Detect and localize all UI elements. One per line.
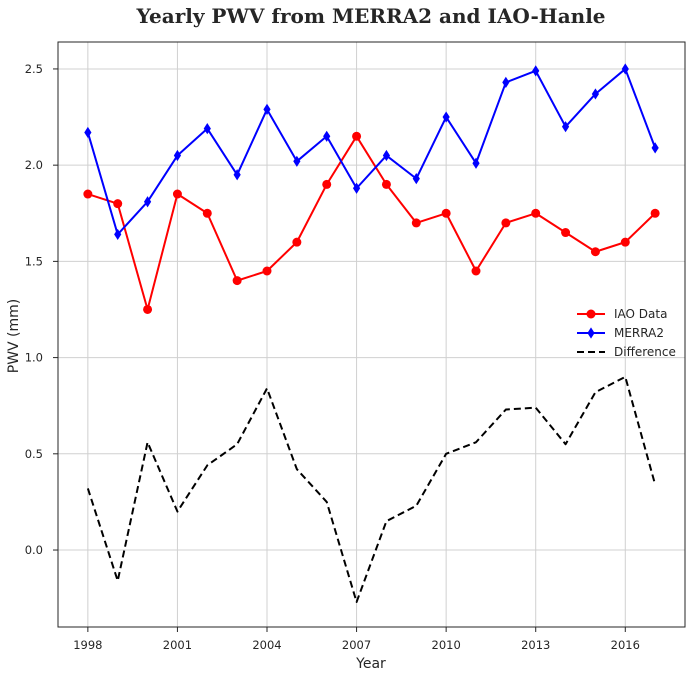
series-merra2 [84,63,659,241]
data-point [232,276,242,286]
data-point [293,155,301,167]
data-point [441,208,451,218]
grid-lines [58,42,685,627]
data-point [381,179,391,189]
series-iao-data [83,131,660,314]
x-tick-label: 2001 [163,638,192,652]
data-point [621,63,629,75]
series-layer [83,63,660,603]
data-point [531,208,541,218]
series-line [86,375,657,603]
x-tick-label: 2013 [521,638,550,652]
data-point [352,131,362,141]
data-point [501,218,511,228]
data-point [502,76,510,89]
data-point [650,208,660,218]
data-point [352,182,361,194]
y-tick-label: 2.0 [25,158,43,172]
data-point [412,173,420,185]
data-point [442,111,450,123]
x-tick-label: 2016 [611,638,640,652]
data-point [472,157,480,169]
chart-title: Yearly PWV from MERRA2 and IAO-Hanle [135,4,605,28]
data-point [591,88,600,100]
legend-marker [586,309,596,319]
y-tick-label: 1.5 [25,254,43,268]
series-line [86,67,657,236]
legend-label: IAO Data [614,307,667,321]
data-point [143,304,153,314]
legend-marker [587,327,595,339]
data-point [292,237,302,247]
data-point [262,266,272,276]
data-point [620,237,630,247]
legend-item: MERRA2 [577,326,664,340]
legend-item: Difference [577,345,676,359]
data-point [113,199,123,209]
data-point [84,126,92,139]
data-point [532,65,540,77]
legend-label: Difference [614,345,676,359]
y-tick-label: 0.0 [25,543,43,557]
series-line [87,135,656,311]
y-tick-label: 0.5 [25,447,43,461]
legend-label: MERRA2 [614,326,664,340]
data-point [411,218,421,228]
x-tick-label: 1998 [73,638,102,652]
data-point [561,121,570,133]
data-point [203,122,211,135]
data-point [561,228,571,238]
plot-frame [57,41,686,628]
legend: IAO Data MERRA2 Difference [577,307,676,359]
data-point [202,208,212,218]
y-axis-label: PWV (mm) [6,299,22,374]
data-point [322,179,332,189]
x-axis-label: Year [355,656,386,672]
legend-item: IAO Data [577,307,667,321]
x-tick-label: 2007 [342,638,371,652]
data-point [173,149,182,162]
data-point [323,130,331,142]
y-tick-label: 2.5 [25,62,43,76]
tick-layer: 1998 2001 2004 2007 2010 2013 2016 0.0 0.5 1.0 1.5… [25,62,640,652]
data-point [263,103,271,115]
data-point [83,189,93,199]
x-tick-label: 2004 [252,638,281,652]
data-point [114,228,122,241]
data-point [143,196,152,208]
x-tick-label: 2010 [432,638,461,652]
data-point [172,189,182,199]
series-difference [86,375,657,603]
data-point [233,169,241,181]
data-point [382,149,391,162]
data-point [471,266,481,276]
data-point [590,247,600,257]
data-point [651,142,659,154]
y-tick-label: 1.0 [25,351,43,365]
